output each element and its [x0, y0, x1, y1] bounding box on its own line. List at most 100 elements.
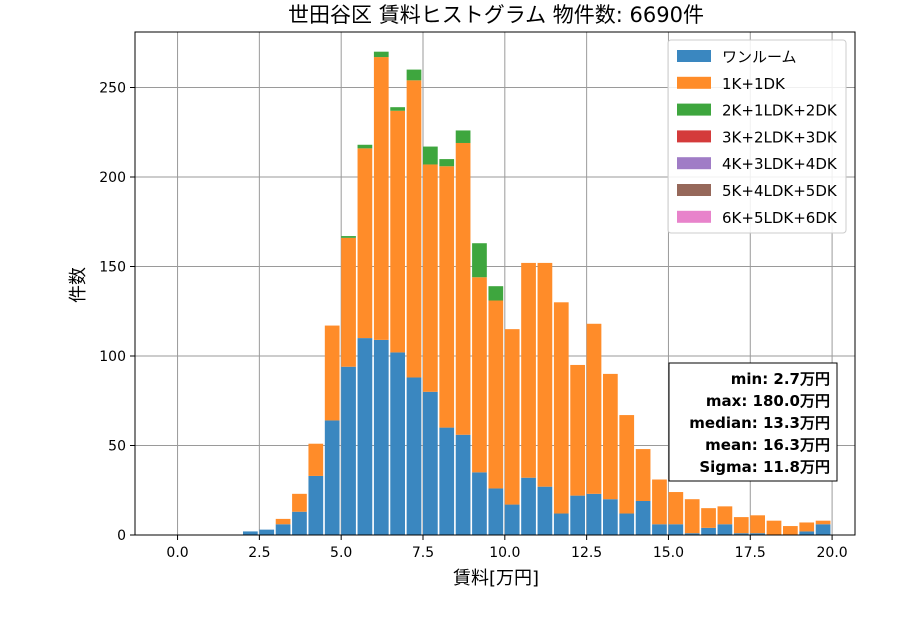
chart-title: 世田谷区 賃料ヒストグラム 物件数: 6690件 [288, 3, 704, 27]
histogram-bar [423, 146, 438, 165]
y-axis-label: 件数 [68, 267, 89, 303]
histogram-bar [406, 80, 422, 378]
legend-swatch [677, 210, 711, 223]
histogram-bar [766, 520, 782, 535]
histogram-bar [439, 166, 455, 428]
histogram-bar [373, 339, 389, 535]
histogram-bar [357, 338, 373, 535]
histogram-bar [652, 479, 667, 525]
histogram-bar [455, 130, 471, 143]
histogram-bar [684, 499, 700, 534]
histogram-bar [701, 508, 716, 528]
histogram-bar [635, 449, 651, 501]
histogram-bar [292, 493, 307, 512]
histogram-bar [815, 524, 831, 535]
legend-label: 1K+1DK [722, 75, 786, 93]
histogram-bar [472, 277, 487, 473]
histogram-bar [815, 520, 831, 525]
histogram-bar [406, 69, 422, 81]
legend-swatch [677, 184, 711, 196]
histogram-bar [259, 529, 275, 535]
plot-frame [134, 31, 856, 536]
x-tick-label: 0.0 [166, 545, 188, 561]
x-tick-label: 10.0 [489, 545, 520, 561]
stats-min: min: 2.7万円 [731, 370, 830, 388]
stats-box-frame [668, 362, 838, 482]
stats-max: max: 180.0万円 [706, 392, 830, 410]
histogram-bar [717, 506, 733, 525]
histogram-bar [275, 518, 291, 525]
histogram-bar [586, 323, 602, 494]
histogram-bar [521, 477, 536, 535]
histogram-bar [243, 531, 258, 535]
x-tick-label: 20.0 [817, 545, 848, 561]
legend-swatch [677, 76, 711, 89]
histogram-bar [668, 492, 684, 525]
stats-box: min: 2.7万円 max: 180.0万円 median: 13.3万円 mean… [668, 362, 838, 482]
x-tick-label: 2.5 [248, 545, 270, 561]
legend-swatch [677, 130, 711, 143]
histogram-bar [619, 415, 635, 514]
legend-box [667, 39, 847, 234]
histogram-bar [750, 515, 765, 534]
histogram-bar [341, 366, 356, 535]
y-tick-label: 200 [99, 170, 126, 186]
histogram-bar [292, 511, 307, 535]
axes-layer: 0.0 2.5 5.0 7.5 10.0 12.5 15.0 17.5 20.0 0 50 100 15… [99, 31, 856, 561]
x-tick-label: 12.5 [571, 545, 602, 561]
histogram-bar [684, 533, 700, 535]
histogram-bar [472, 472, 487, 535]
histogram-bar [373, 51, 389, 58]
histogram-bar [750, 533, 765, 535]
histogram-bar [324, 325, 340, 421]
stats-sigma: Sigma: 11.8万円 [699, 458, 830, 476]
histogram-bar [439, 159, 455, 167]
legend-label: ワンルーム [722, 48, 797, 66]
histogram-bar [406, 377, 422, 535]
histogram-bar [717, 524, 733, 535]
histogram-bar [799, 522, 815, 532]
histogram-bar [553, 302, 569, 514]
histogram-bar [668, 524, 684, 535]
y-tick-label: 50 [108, 438, 126, 454]
histogram-bar [488, 286, 504, 301]
histogram-bar [390, 110, 405, 353]
legend-label: 2K+1LDK+2DK [722, 102, 838, 120]
histogram-bar [603, 373, 618, 500]
histogram-bar [537, 262, 553, 487]
legend: ワンルーム 1K+1DK 2K+1LDK+2DK 3K+2LDK+3DK 4K+3LDK… [667, 39, 847, 234]
histogram-bar [488, 488, 504, 535]
histogram-bar [324, 420, 340, 535]
histogram-bar [570, 495, 585, 535]
histogram-bar [799, 531, 815, 535]
histogram-bar [357, 148, 373, 339]
x-axis-label: 賃料[万円] [453, 568, 539, 589]
histogram-bar [635, 500, 651, 535]
histogram-bar [603, 499, 618, 535]
histogram-bar [586, 493, 602, 535]
x-tick-label: 17.5 [735, 545, 766, 561]
histogram-bar [390, 352, 405, 535]
legend-label: 4K+3LDK+4DK [722, 155, 838, 173]
legend-label: 6K+5LDK+6DK [722, 209, 838, 227]
stats-mean: mean: 16.3万円 [705, 436, 830, 454]
x-tick-label: 5.0 [330, 545, 352, 561]
histogram-bar [783, 526, 798, 535]
histogram-bar [439, 427, 455, 535]
histogram-bar [455, 142, 471, 435]
histogram-bar [570, 364, 585, 496]
histogram-bar [308, 443, 324, 476]
stats-median: median: 13.3万円 [689, 414, 830, 432]
histogram-bar [553, 513, 569, 535]
histogram-bar [537, 486, 553, 535]
histogram-bar [341, 236, 356, 238]
legend-label: 5K+4LDK+5DK [722, 182, 838, 200]
histogram-bar [341, 237, 356, 367]
legend-swatch [677, 103, 711, 116]
histogram-bar [619, 513, 635, 535]
histogram-bar [733, 533, 749, 535]
histogram-bar [373, 57, 389, 340]
histogram-bar [455, 434, 471, 535]
histogram-bar [275, 524, 291, 535]
